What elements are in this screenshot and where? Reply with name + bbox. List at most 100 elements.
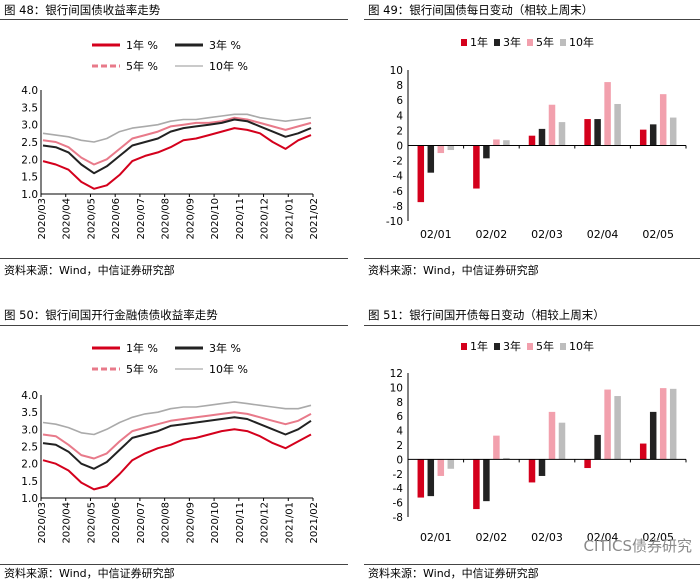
bar — [558, 422, 566, 460]
chart-title: 图 48：银行间国债收益率走势 — [4, 3, 161, 17]
x-tick-label: 02/01 — [420, 228, 452, 241]
x-tick-label: 2021/02 — [309, 198, 320, 240]
legend-label: 5年 % — [126, 59, 158, 73]
y-tick-label: 2 — [396, 125, 403, 137]
y-tick-label: 8 — [396, 80, 403, 92]
chart-title: 图 50：银行间国开行金融债债收益率走势 — [4, 308, 218, 322]
chart-title: 图 49：银行间国债每日变动（相较上周末） — [368, 3, 594, 17]
bar — [659, 388, 667, 460]
y-tick-label: 6 — [396, 95, 403, 107]
y-tick-label: -6 — [393, 498, 404, 510]
x-tick-label: 2020/11 — [235, 198, 246, 240]
bar — [604, 389, 611, 460]
legend-swatch — [461, 39, 467, 46]
x-tick-label: 2020/11 — [235, 502, 246, 544]
y-tick-label: 2.0 — [21, 459, 38, 471]
bar — [649, 124, 657, 146]
bar — [548, 104, 556, 146]
x-tick-label: 2020/07 — [136, 198, 147, 240]
x-tick-label: 2021/01 — [284, 502, 295, 544]
x-tick-label: 2020/06 — [111, 198, 122, 240]
x-tick-label: 2020/08 — [161, 198, 172, 240]
series-line — [42, 401, 312, 436]
bar — [584, 119, 591, 146]
legend-swatch — [494, 39, 500, 46]
x-tick-label: 2020/05 — [86, 502, 97, 544]
bar — [493, 435, 500, 460]
x-tick-label: 2020/09 — [185, 502, 196, 544]
y-tick-label: 8 — [396, 397, 403, 409]
title-rule — [364, 19, 700, 20]
bar — [639, 129, 647, 146]
y-tick-label: -6 — [393, 186, 404, 198]
bar — [447, 145, 455, 151]
x-tick-label: 2020/07 — [136, 502, 147, 544]
bar — [427, 145, 435, 173]
series-line — [42, 116, 312, 166]
legend-label: 3年 % — [209, 341, 241, 355]
y-tick-label: 0 — [396, 141, 403, 153]
x-tick-label: 2020/04 — [62, 198, 73, 240]
bar — [437, 459, 445, 476]
chart-panel-cdb-daily-change: 图 51：银行间国开债每日变动（相较上周末） 1年 3年 5年 10年 -8 -6 -4 -2… — [350, 289, 700, 580]
y-tick-label: -2 — [393, 469, 403, 481]
y-tick-label: 3.5 — [21, 102, 38, 114]
legend-label: 5年 — [536, 339, 554, 353]
bar — [548, 411, 556, 460]
bar-chart: 1年 3年 5年 10年 -8 -6 -4 -2 0 2 4 6 8 10 12 02/01 02/02 02/0… — [390, 339, 687, 544]
bar — [483, 145, 490, 159]
y-tick-label: 0 — [396, 454, 403, 466]
series-line — [42, 428, 312, 491]
bar — [427, 459, 435, 497]
bar — [417, 459, 425, 498]
source-rule — [0, 564, 348, 565]
legend-label: 1年 — [470, 35, 488, 49]
bar — [659, 94, 667, 146]
x-tick-label: 02/02 — [476, 531, 508, 544]
legend-label: 10年 % — [209, 59, 248, 73]
y-tick-label: 2.5 — [21, 442, 38, 454]
x-tick-label: 02/01 — [420, 531, 452, 544]
series-line — [42, 416, 312, 470]
x-tick-label: 2021/01 — [284, 198, 295, 240]
y-tick-label: 2.0 — [21, 154, 38, 166]
bar — [493, 139, 500, 146]
title-rule — [364, 325, 700, 326]
x-tick-label: 2020/08 — [161, 502, 172, 544]
bar — [538, 459, 546, 476]
chart-panel-cdb-yield: 图 50：银行间国开行金融债债收益率走势 1年 % 3年 % 5年 % 10年 % 1.… — [0, 289, 350, 580]
series-line — [42, 411, 312, 460]
x-tick-label: 2020/09 — [185, 198, 196, 240]
legend-swatch — [461, 343, 467, 350]
legend-label: 3年 % — [209, 38, 241, 52]
bar — [447, 459, 455, 469]
line-chart: 1年 % 3年 % 5年 % 10年 % 1.0 1.5 2.0 2.5 3.0 3.5 4.0 20… — [21, 341, 320, 544]
y-tick-label: 3.0 — [21, 120, 38, 132]
y-tick-label: -4 — [393, 171, 404, 183]
chart-title: 图 51：银行间国开债每日变动（相较上周末） — [368, 308, 605, 322]
bar — [473, 145, 480, 189]
y-tick-label: 4.0 — [21, 85, 38, 97]
y-tick-label: 3.5 — [21, 407, 38, 419]
legend-label: 1年 % — [126, 38, 158, 52]
bar — [538, 128, 546, 146]
legend-label: 5年 % — [126, 362, 158, 376]
bar-chart: 1年 3年 5年 10年 -10 -8 -6 -4 -2 0 2 4 6 8 10 02/01 02/02 02/… — [386, 35, 687, 241]
series-line — [42, 113, 312, 143]
bar — [594, 119, 601, 146]
legend-label: 3年 — [503, 35, 521, 49]
legend-label: 10年 % — [209, 362, 248, 376]
x-tick-label: 02/04 — [587, 531, 619, 544]
chart-panel-govt-yield: 图 48：银行间国债收益率走势 1年 % 3年 % 5年 % 10年 % 1.0 1.5 2… — [0, 0, 350, 289]
x-tick-label: 2020/10 — [210, 198, 221, 240]
bar — [503, 457, 510, 460]
bar — [437, 145, 445, 154]
y-tick-label: 1.5 — [21, 172, 38, 184]
legend-label: 1年 % — [126, 341, 158, 355]
y-tick-label: 10 — [390, 65, 403, 77]
source-note: 资料来源：Wind，中信证券研究部 — [368, 264, 539, 277]
title-rule — [0, 19, 348, 20]
y-tick-label: -4 — [393, 483, 404, 495]
bar — [417, 145, 425, 203]
source-rule — [364, 258, 700, 259]
